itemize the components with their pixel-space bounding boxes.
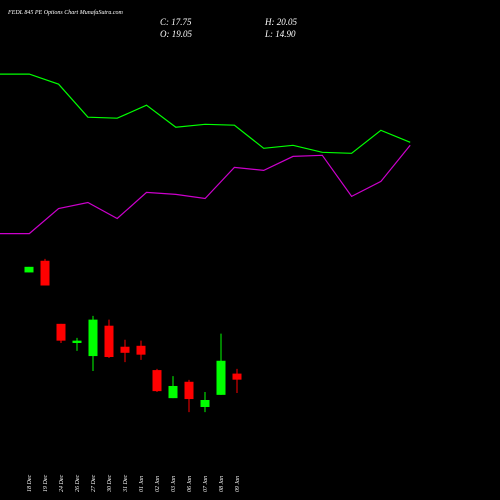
x-tick-label: 08 Jan: [219, 476, 225, 492]
x-tick-label: 01 Jan: [139, 476, 145, 492]
candle-body: [88, 319, 98, 357]
low-label: L: 14.90: [264, 29, 296, 39]
chart-title: FEDL 845 PE Options Chart MunafaSutra.co…: [7, 9, 124, 16]
candle-body: [152, 370, 162, 392]
x-tick-label: 03 Jan: [171, 476, 177, 492]
candle-body: [56, 323, 66, 341]
candle-body: [216, 360, 226, 395]
x-tick-label: 27 Dec: [91, 475, 97, 492]
x-tick-label: 02 Jan: [155, 476, 161, 492]
candle-body: [200, 400, 210, 408]
line-series: [0, 144, 411, 235]
line-series: [0, 73, 411, 154]
x-tick-label: 24 Dec: [58, 475, 65, 492]
candle-body: [136, 345, 146, 355]
close-label: C: 17.75: [160, 17, 192, 27]
x-tick-label: 07 Jan: [203, 476, 209, 492]
candle-body: [104, 325, 114, 358]
candle-body: [232, 373, 242, 380]
candle-body: [168, 385, 178, 399]
high-label: H: 20.05: [264, 17, 297, 27]
x-tick-label: 19 Dec: [43, 475, 49, 492]
x-tick-label: 30 Dec: [107, 475, 113, 493]
candle-body: [184, 381, 194, 400]
candle-body: [120, 346, 130, 353]
x-tick-label: 31 Dec: [123, 475, 129, 493]
x-tick-label: 18 Dec: [27, 475, 33, 492]
x-tick-label: 06 Jan: [187, 476, 193, 492]
x-tick-label: 26 Dec: [75, 475, 81, 492]
x-tick-label: 09 Jan: [235, 476, 241, 492]
candle-body: [40, 260, 50, 286]
candle-body: [72, 340, 82, 343]
candle-body: [24, 266, 34, 273]
open-label: O: 19.05: [160, 29, 192, 39]
